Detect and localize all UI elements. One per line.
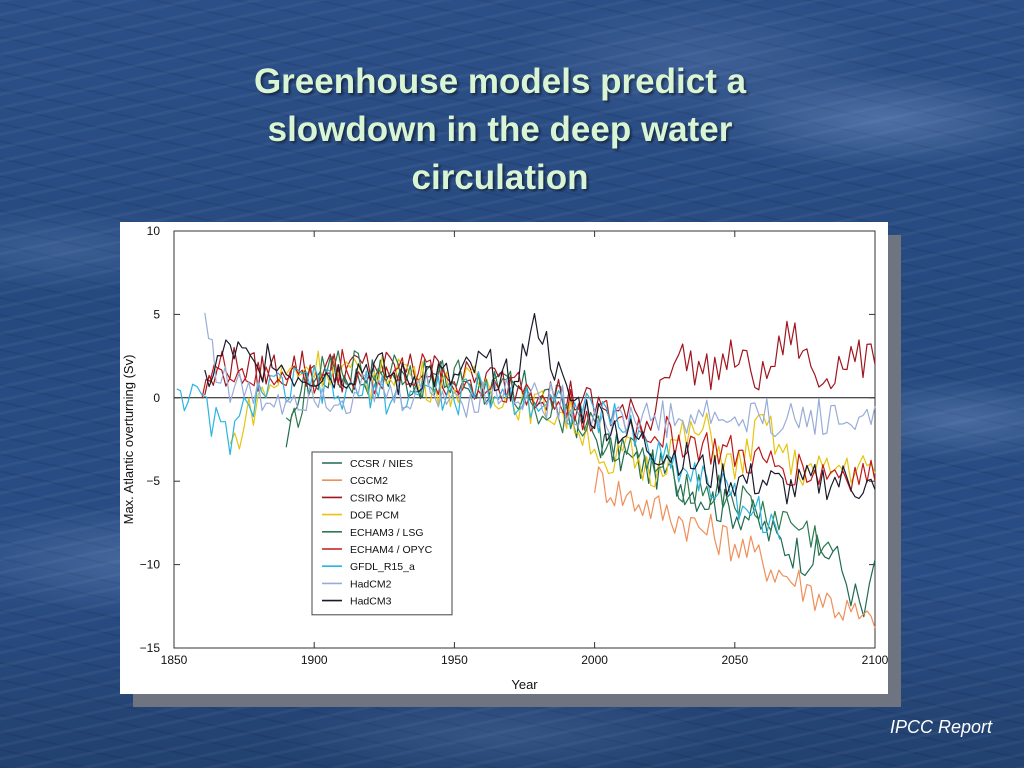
x-tick-label: 2000 (581, 653, 608, 667)
y-axis-label: Max. Atlantic overturning (Sv) (121, 355, 136, 525)
legend-label: CCSR / NIES (350, 458, 413, 470)
y-tick-label: −5 (146, 474, 160, 488)
y-tick-label: 10 (147, 224, 161, 238)
x-tick-label: 2100 (862, 653, 888, 667)
legend-box (311, 451, 453, 616)
legend-label: CSIRO Mk2 (350, 492, 406, 504)
x-tick-label: 2050 (721, 653, 748, 667)
legend-label: HadCM2 (350, 578, 392, 590)
slide-title-line-2: slowdown in the deep water (267, 110, 733, 149)
slide-title-line-3: circulation (411, 158, 589, 197)
chart-panel: 10 5 0 −5 −10 −15 1850 1900 1950 2000 2050 2100 Year… (120, 222, 888, 694)
series-line-csiro-mk2 (204, 320, 876, 439)
legend-label: GFDL_R15_a (350, 561, 415, 573)
source-credit: IPCC Report (889, 717, 992, 737)
y-tick-label: 0 (153, 391, 160, 405)
legend-label: HadCM3 (350, 596, 392, 608)
x-tick-label: 1850 (161, 653, 188, 667)
slide-title: Greenhouse models predict a slowdown in … (140, 58, 860, 202)
x-tick-label: 1950 (441, 653, 468, 667)
y-tick-label: −15 (140, 641, 161, 655)
series-line-echam4-opyc (201, 348, 876, 492)
y-tick-label: 5 (153, 307, 160, 321)
legend-label: CGCM2 (350, 475, 388, 487)
x-tick-label: 1900 (301, 653, 328, 667)
legend-label: DOE PCM (350, 510, 399, 522)
plot-frame (173, 230, 876, 649)
series-line-hadcm2 (204, 312, 876, 439)
x-axis-label: Year (511, 677, 538, 692)
y-tick-label: −10 (140, 558, 161, 572)
series-line-hadcm3 (204, 312, 876, 505)
legend-label: ECHAM3 / LSG (350, 527, 424, 539)
slide-title-line-1: Greenhouse models predict a (253, 62, 747, 101)
legend-label: ECHAM4 / OPYC (350, 544, 433, 556)
series-line-cgcm2 (594, 466, 876, 629)
